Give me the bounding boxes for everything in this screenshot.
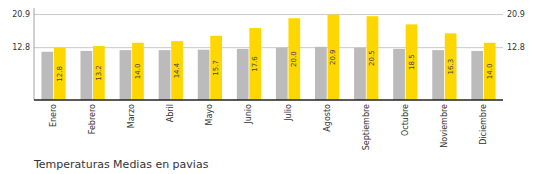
x-tick-label: Agosto — [323, 104, 332, 132]
bars — [41, 15, 495, 100]
bar — [367, 16, 379, 100]
data-label: 14.0 — [486, 64, 494, 80]
x-tick-label: Junio — [244, 104, 253, 125]
y2-tick-label: 20.9 — [507, 10, 525, 19]
data-label: 12.8 — [56, 66, 64, 82]
data-label: 17.6 — [251, 56, 259, 72]
bar — [54, 48, 66, 100]
bar — [132, 43, 144, 100]
x-tick-label: Diciembre — [479, 104, 488, 145]
bar — [276, 48, 288, 100]
y-axis-line — [34, 8, 35, 100]
grid-line — [34, 14, 503, 15]
bar — [471, 51, 483, 100]
title: Temperaturas Medias en pavias — [33, 158, 209, 171]
data-label: 20.9 — [329, 49, 337, 65]
x-tick-label: Marzo — [127, 104, 136, 128]
data-label: 20.0 — [290, 51, 298, 67]
y-tick-label: 20.9 — [12, 10, 30, 19]
y-tick-label: 12.8 — [12, 43, 30, 52]
x-tick-label: Enero — [49, 104, 58, 127]
x-tick-label: Septiembre — [362, 104, 371, 150]
x-tick-label: Febrero — [88, 104, 97, 134]
bar — [445, 33, 457, 100]
data-label: 18.5 — [408, 54, 416, 70]
data-label: 13.2 — [95, 65, 103, 81]
x-axis-line — [34, 99, 503, 101]
bar — [120, 50, 132, 100]
bar — [393, 49, 405, 100]
bar — [81, 51, 93, 100]
bar — [406, 24, 418, 100]
x-tick-label: Mayo — [205, 104, 214, 126]
data-label: 14.4 — [173, 62, 181, 78]
bar — [249, 28, 261, 100]
x-tick-label: Octubre — [401, 104, 410, 136]
data-label: 16.3 — [447, 59, 455, 75]
bar — [288, 18, 300, 100]
x-tick-label: Julio — [284, 104, 293, 122]
bar — [354, 48, 366, 100]
data-label: 15.7 — [212, 60, 220, 76]
x-tick-label: Noviembre — [440, 104, 449, 148]
bar — [159, 50, 171, 100]
bar — [237, 49, 249, 100]
bar — [171, 41, 183, 100]
bar — [484, 43, 496, 100]
chart: 12.8 12.8 20.9 20.9 12.8 13.2 14.0 14.4 15.7 17.6… — [0, 0, 537, 174]
bar — [198, 50, 210, 100]
bar — [328, 15, 340, 100]
y2-tick-label: 12.8 — [507, 43, 525, 52]
bar — [315, 47, 327, 100]
bar — [210, 36, 222, 100]
bar — [41, 52, 53, 100]
bar — [432, 50, 444, 100]
bar — [93, 46, 105, 100]
data-label: 20.5 — [368, 50, 376, 66]
data-label: 14.0 — [134, 64, 142, 80]
x-tick-label: Abril — [166, 104, 175, 122]
